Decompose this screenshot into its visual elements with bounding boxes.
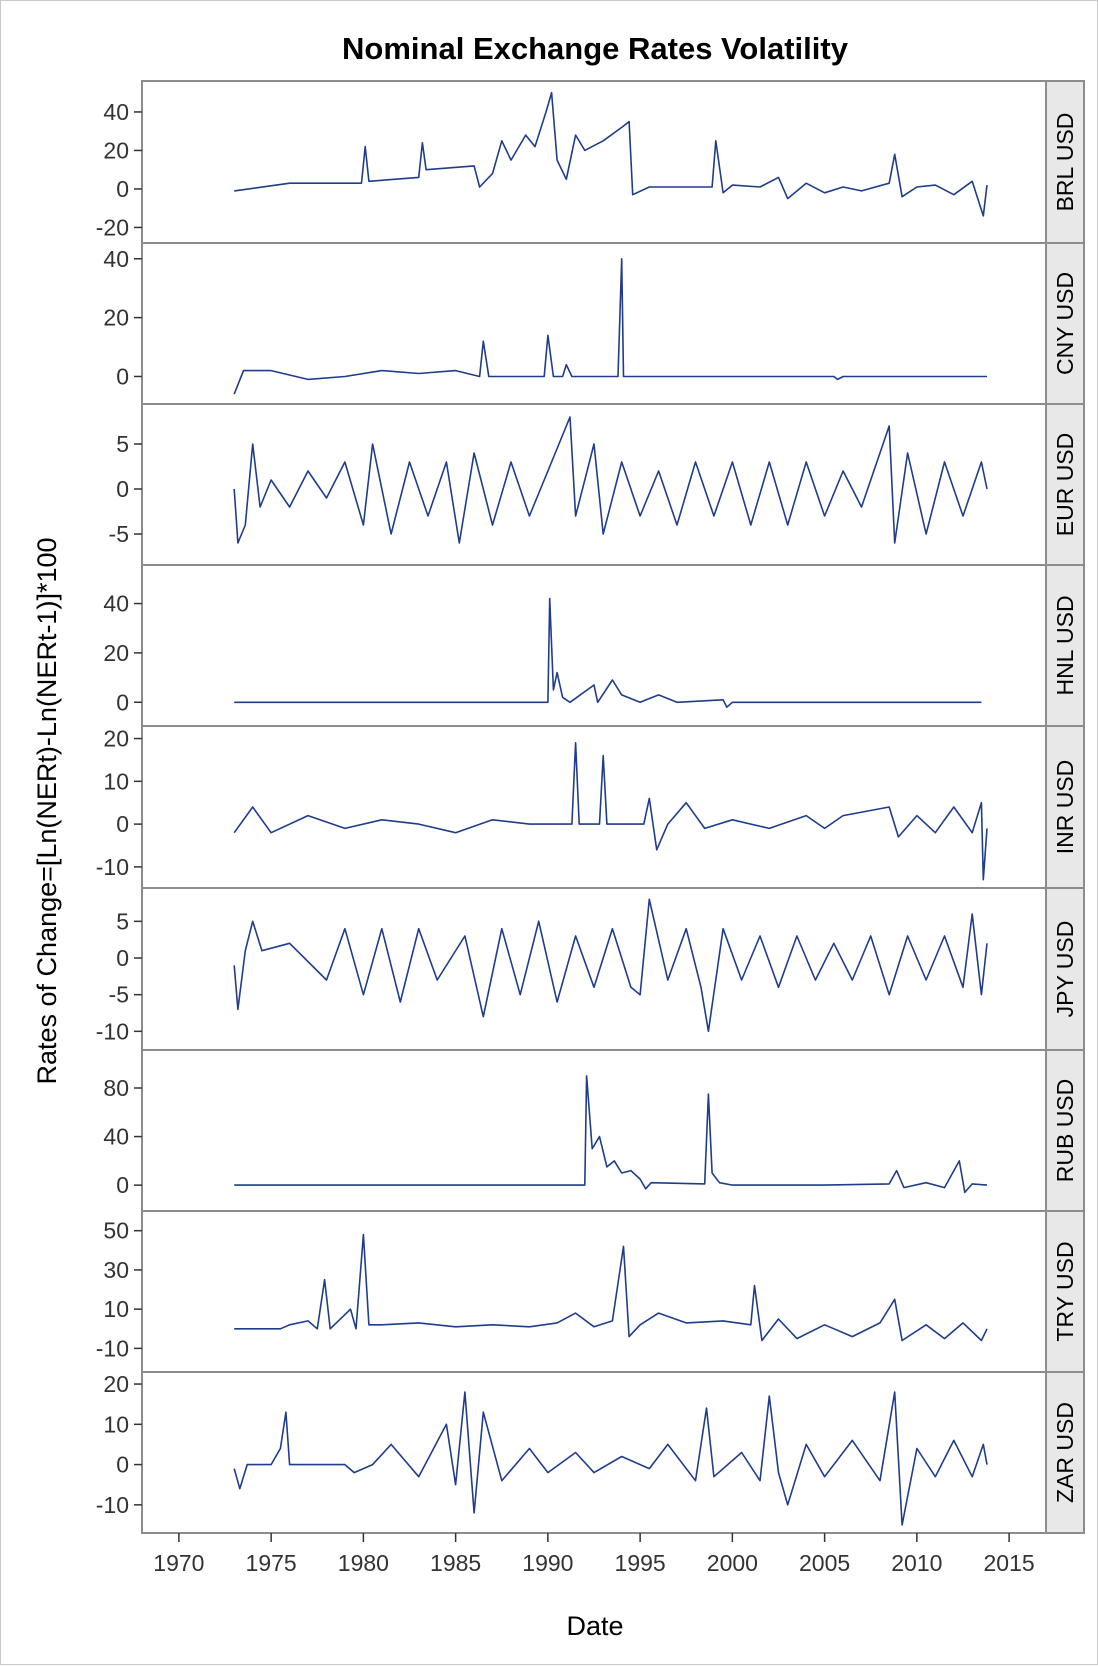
- panel-strip-label: CNY USD: [1052, 272, 1078, 375]
- panel-strip: [1045, 564, 1085, 727]
- y-tick-label: 0: [116, 689, 129, 715]
- panel-strip: [1045, 80, 1085, 244]
- y-tick-label: 0: [116, 176, 129, 202]
- panel-strip: [1045, 1210, 1085, 1373]
- y-tick-label: 0: [116, 811, 129, 837]
- panel-strip-label: HNL USD: [1052, 595, 1078, 695]
- panel-frame: [141, 725, 1047, 889]
- panel-rub-usd: RUB USD 80 40 0: [103, 1049, 1085, 1212]
- x-tick-label: 1975: [246, 1550, 297, 1576]
- y-tick-label: -10: [96, 1018, 129, 1044]
- y-tick-label: 10: [103, 768, 129, 794]
- x-tick-label: 1995: [615, 1550, 666, 1576]
- panel-frame: [141, 403, 1047, 566]
- panel-strip: [1045, 1371, 1085, 1534]
- y-tick-label: 0: [116, 1452, 129, 1478]
- series-line-cny-usd: [233, 258, 987, 395]
- y-tick-label: 40: [103, 246, 129, 272]
- panel-strip: [1045, 725, 1085, 889]
- x-tick-label: 1990: [522, 1550, 573, 1576]
- y-tick-label: 20: [103, 137, 129, 163]
- y-tick-label: -5: [109, 982, 129, 1008]
- y-tick-label: -10: [96, 854, 129, 880]
- y-tick-label: 20: [103, 726, 129, 752]
- series-line-eur-usd: [233, 416, 988, 544]
- y-tick-label: 80: [103, 1075, 129, 1101]
- panel-inr-usd: INR USD 20 10 0 -10: [96, 725, 1085, 889]
- y-tick-label: 0: [116, 363, 129, 389]
- y-tick-label: -10: [96, 1492, 129, 1518]
- y-tick-label: 40: [103, 1124, 129, 1150]
- panel-zar-usd: ZAR USD 20 10 0 -10: [96, 1371, 1085, 1534]
- panel-frame: [141, 1049, 1047, 1212]
- panel-strip-label: ZAR USD: [1052, 1402, 1078, 1503]
- y-tick-label: 10: [103, 1411, 129, 1437]
- y-tick-label: 0: [116, 1172, 129, 1198]
- x-tick-label: 2005: [799, 1550, 850, 1576]
- series-line-hnl-usd: [234, 597, 982, 708]
- panel-frame: [141, 242, 1047, 405]
- x-tick-label: 1985: [430, 1550, 481, 1576]
- chart-title: Nominal Exchange Rates Volatility: [342, 31, 849, 66]
- panel-hnl-usd: HNL USD 40 20 0: [103, 564, 1085, 727]
- series-line-rub-usd: [234, 1075, 988, 1194]
- y-tick-label: 50: [103, 1218, 129, 1244]
- series-line-inr-usd: [233, 742, 988, 881]
- y-tick-label: 20: [103, 305, 129, 331]
- panel-jpy-usd: JPY USD 5 0 -5 -10: [96, 887, 1085, 1051]
- y-tick-label: 40: [103, 591, 129, 617]
- x-axis: 1970 1975 1980 1985 1990 1995 2000 2005 2010 2015: [153, 1533, 1035, 1576]
- panel-eur-usd: EUR USD 5 0 -5: [109, 403, 1085, 566]
- y-tick-label: -20: [96, 214, 129, 240]
- y-tick-label: 30: [103, 1257, 129, 1283]
- y-tick-label: -5: [109, 521, 129, 547]
- x-axis-label: Date: [566, 1611, 623, 1641]
- y-tick-label: 20: [103, 1371, 129, 1397]
- x-tick-label: 1970: [153, 1550, 204, 1576]
- series-line-zar-usd: [233, 1391, 988, 1526]
- y-tick-label: 40: [103, 99, 129, 125]
- panel-strip-label: RUB USD: [1052, 1079, 1078, 1183]
- y-axis-label: Rates of Change=[Ln(NERt)-Ln(NERt-1)]*10…: [32, 537, 62, 1084]
- x-tick-label: 2010: [891, 1550, 942, 1576]
- panel-frame: [141, 887, 1047, 1051]
- panel-strip-label: JPY USD: [1052, 921, 1078, 1018]
- panel-strip-label: TRY USD: [1052, 1241, 1078, 1341]
- y-tick-label: 0: [116, 476, 129, 502]
- panel-brl-usd: BRL USD 40 20 0 -20: [96, 80, 1085, 244]
- y-tick-label: 0: [116, 945, 129, 971]
- panel-frame: [141, 80, 1047, 244]
- series-line-try-usd: [234, 1233, 988, 1342]
- y-tick-label: 10: [103, 1296, 129, 1322]
- x-tick-label: 1980: [338, 1550, 389, 1576]
- x-tick-label: 2000: [707, 1550, 758, 1576]
- panel-cny-usd: CNY USD 40 20 0: [103, 242, 1085, 405]
- series-line-brl-usd: [234, 91, 988, 217]
- x-tick-label: 2015: [984, 1550, 1035, 1576]
- series-line-jpy-usd: [233, 898, 988, 1033]
- panel-frame: [141, 1210, 1047, 1373]
- panel-strip-label: EUR USD: [1052, 433, 1078, 537]
- panel-try-usd: TRY USD 50 30 10 -10: [96, 1210, 1085, 1373]
- y-tick-label: 5: [116, 431, 129, 457]
- panel-strip-label: INR USD: [1052, 760, 1078, 855]
- y-tick-label: 5: [116, 908, 129, 934]
- y-tick-label: -10: [96, 1335, 129, 1361]
- y-tick-label: 20: [103, 640, 129, 666]
- panel-strip-label: BRL USD: [1052, 113, 1078, 212]
- panel-strip: [1045, 1049, 1085, 1212]
